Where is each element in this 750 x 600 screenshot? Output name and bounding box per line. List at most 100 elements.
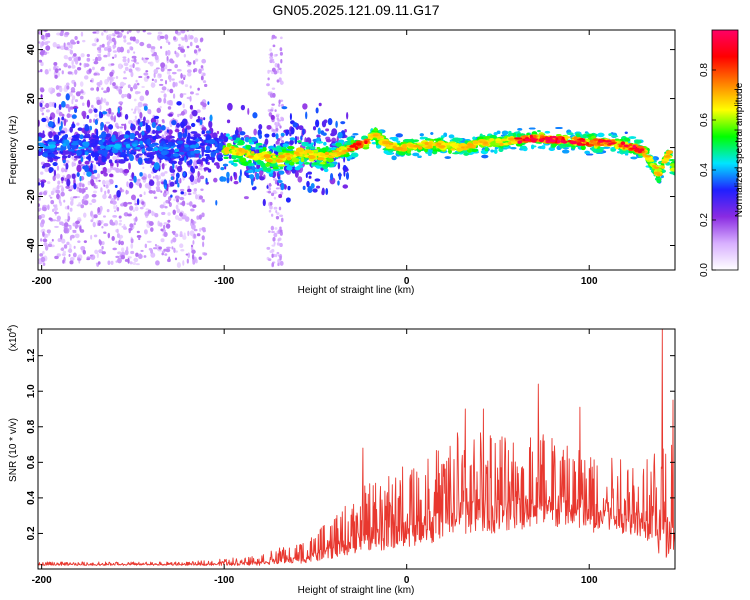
spectral-point [107,232,111,239]
spectral-point [275,140,279,145]
spectral-point [154,213,159,218]
spectral-point [171,246,174,250]
spectral-point [294,166,301,171]
spectral-point [337,131,343,139]
spectral-point [56,253,61,257]
spectral-point [146,138,151,146]
spectral-point [272,147,279,151]
spectral-point [217,154,224,158]
spectral-point [144,243,148,249]
spectral-point [68,56,73,61]
spectral-point [164,64,168,70]
spectral-point [66,178,71,187]
spectral-point [274,122,277,126]
spectral-point [47,204,50,211]
spectral-point [153,72,156,78]
spectral-point [168,256,171,262]
spectral-point [96,86,100,92]
spectral-point [86,258,91,261]
spectral-point [286,166,293,171]
spectral-point [105,121,111,124]
spectral-point [196,162,201,165]
spectral-point [148,185,152,191]
spectral-point [160,228,164,232]
spectral-point [276,212,280,215]
spectral-point [268,230,271,233]
spectral-point [167,41,171,45]
spectral-point [72,140,79,144]
spectral-point [440,135,445,139]
spectral-point [272,155,277,159]
spectral-point [321,132,327,136]
spectral-point [71,99,74,105]
spectral-point [79,134,84,140]
spectral-point [179,243,184,248]
spectral-point [117,107,120,114]
spectral-point [71,161,75,168]
spectral-point [537,130,541,133]
spectral-point [412,139,420,142]
spectral-point [190,165,194,173]
spectral-point [180,30,186,34]
spectral-point [101,66,105,70]
spectral-point [124,113,129,120]
spectral-point [158,246,162,250]
spectral-point [77,240,81,243]
spectral-point [274,109,277,112]
spectral-point [80,204,85,209]
spectral-point [196,215,200,220]
spectral-point [541,145,546,150]
spectral-point [134,130,140,136]
spectral-point [61,253,66,256]
spectral-point [63,227,68,234]
spectral-point [137,91,141,94]
spectral-point [196,233,201,237]
spectral-point [48,194,52,198]
spectral-point [50,148,56,151]
spectral-point [180,248,185,252]
spectral-point [198,214,202,220]
spectral-point [161,119,165,123]
spectral-point [343,165,347,169]
spectral-point [199,227,202,232]
spectral-point [151,78,154,81]
spectral-point [361,135,368,139]
spectral-point [337,162,341,170]
spectral-point [405,152,412,156]
spectral-point [301,141,309,145]
spectral-point [189,91,194,95]
spectral-point [132,209,135,213]
spectral-point [110,63,115,66]
spectral-point [136,82,140,86]
spectral-point [116,35,121,38]
spectral-point [38,214,42,220]
spectral-point [520,145,527,149]
spectral-point [227,102,233,111]
spectral-point [493,132,498,136]
spectral-point [164,171,168,174]
spectral-point [271,92,276,98]
spectral-point [121,30,124,33]
spectral-point [103,30,107,33]
spectral-point [67,144,71,150]
spectral-point [203,167,210,171]
spectral-point [137,157,143,165]
spectral-point [160,172,166,177]
spectral-point [232,159,239,163]
spectral-point [624,153,629,156]
spectral-point [352,133,359,136]
spectral-point [171,230,176,234]
spectral-point [108,144,115,147]
spectral-point [152,135,157,141]
spectral-point [107,189,110,194]
spectral-point [582,133,588,139]
spectral-point [217,157,223,162]
spectral-point [204,83,208,88]
spectral-point [187,230,190,237]
spectral-point [300,157,305,163]
spectral-point [176,140,184,145]
spectral-point [452,152,460,155]
spectral-point [74,99,79,103]
spectral-point [201,212,205,218]
spectral-point [131,108,134,111]
